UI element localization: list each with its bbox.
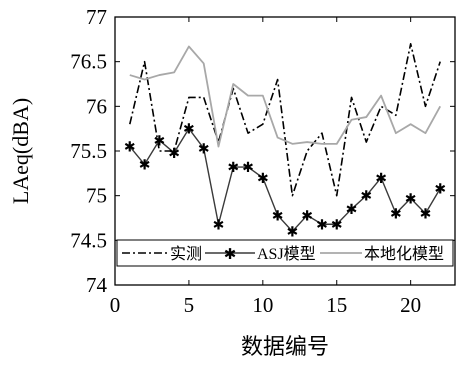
x-tick-label: 5: [184, 293, 195, 317]
y-tick-label: 76.5: [70, 50, 107, 74]
data-point-asj: ✱: [183, 123, 195, 138]
data-point-asj: ✱: [301, 209, 313, 224]
x-tick-label: 15: [326, 293, 347, 317]
y-axis-label: LAeq(dBA): [8, 98, 33, 204]
y-tick-label: 75: [86, 184, 107, 208]
legend-label-local: 本地化模型: [364, 245, 444, 263]
data-point-asj: ✱: [434, 183, 446, 198]
legend-label-asj: ASJ模型: [257, 245, 316, 263]
y-tick-label: 76: [86, 94, 107, 118]
series-line-measured: [130, 44, 440, 196]
legend-label-measured: 实测: [170, 245, 202, 263]
y-tick-label: 75.5: [70, 139, 107, 163]
data-point-asj: ✱: [390, 208, 402, 223]
data-point-asj: ✱: [331, 218, 343, 233]
y-tick-label: 74.5: [70, 228, 107, 252]
ticks-layer: 74 74.5 75 75.5 76 76.5 77 0 5 10 15 20: [70, 5, 455, 317]
x-axis-label: 数据编号: [241, 334, 329, 359]
data-point-asj: ✱: [242, 161, 254, 176]
data-point-asj: ✱: [139, 158, 151, 173]
data-point-asj: ✱: [360, 190, 372, 205]
data-point-asj: ✱: [124, 141, 136, 156]
series-layer: ✱✱✱✱✱✱✱✱✱✱✱✱✱✱✱✱✱✱✱✱✱✱: [124, 44, 446, 241]
data-point-asj: ✱: [375, 172, 387, 187]
legend-marker-asj: ✱: [224, 247, 237, 263]
data-point-asj: ✱: [287, 225, 299, 240]
series-line-local: [130, 46, 440, 146]
data-point-asj: ✱: [420, 208, 432, 223]
data-point-asj: ✱: [316, 218, 328, 233]
x-tick-label: 10: [252, 293, 273, 317]
data-point-asj: ✱: [168, 147, 180, 162]
data-point-asj: ✱: [227, 161, 239, 176]
x-tick-label: 0: [110, 293, 121, 317]
y-tick-label: 77: [86, 5, 107, 29]
data-point-asj: ✱: [153, 134, 165, 149]
data-point-asj: ✱: [198, 142, 210, 157]
x-tick-label: 20: [400, 293, 421, 317]
data-point-asj: ✱: [346, 203, 358, 218]
legend: 实测 ✱ ASJ模型 本地化模型: [117, 240, 453, 266]
data-point-asj: ✱: [213, 218, 225, 233]
y-tick-label: 74: [86, 273, 108, 297]
data-point-asj: ✱: [405, 192, 417, 207]
data-point-asj: ✱: [272, 209, 284, 224]
data-point-asj: ✱: [257, 172, 269, 187]
